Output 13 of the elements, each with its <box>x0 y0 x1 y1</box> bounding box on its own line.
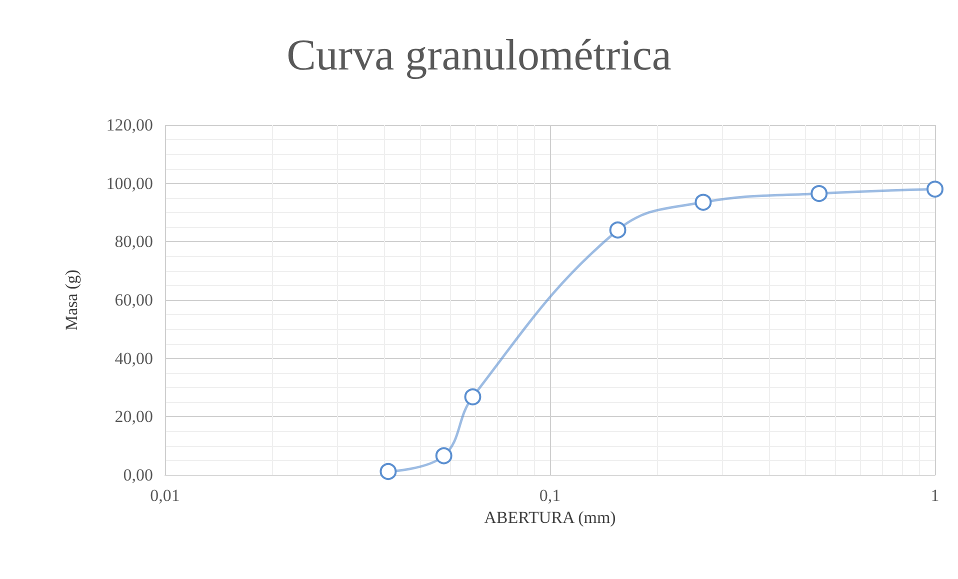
x-tick-label: 1 <box>930 486 940 505</box>
y-tick-label: 120,00 <box>106 116 153 134</box>
y-axis-title: Masa (g) <box>62 270 81 330</box>
y-tick-label: 20,00 <box>114 407 153 426</box>
x-axis-title: ABERTURA (mm) <box>484 508 616 527</box>
y-tick-label: 40,00 <box>114 348 153 368</box>
chart-title: Curva granulométrica <box>286 30 672 80</box>
y-tick-label: 80,00 <box>114 232 153 252</box>
y-tick-label: 60,00 <box>114 290 153 310</box>
x-tick-label: 0,1 <box>539 486 561 505</box>
x-tick-label: 0,01 <box>150 486 180 505</box>
y-tick-label: 0,00 <box>123 466 153 484</box>
y-tick-label: 100,00 <box>106 174 153 193</box>
